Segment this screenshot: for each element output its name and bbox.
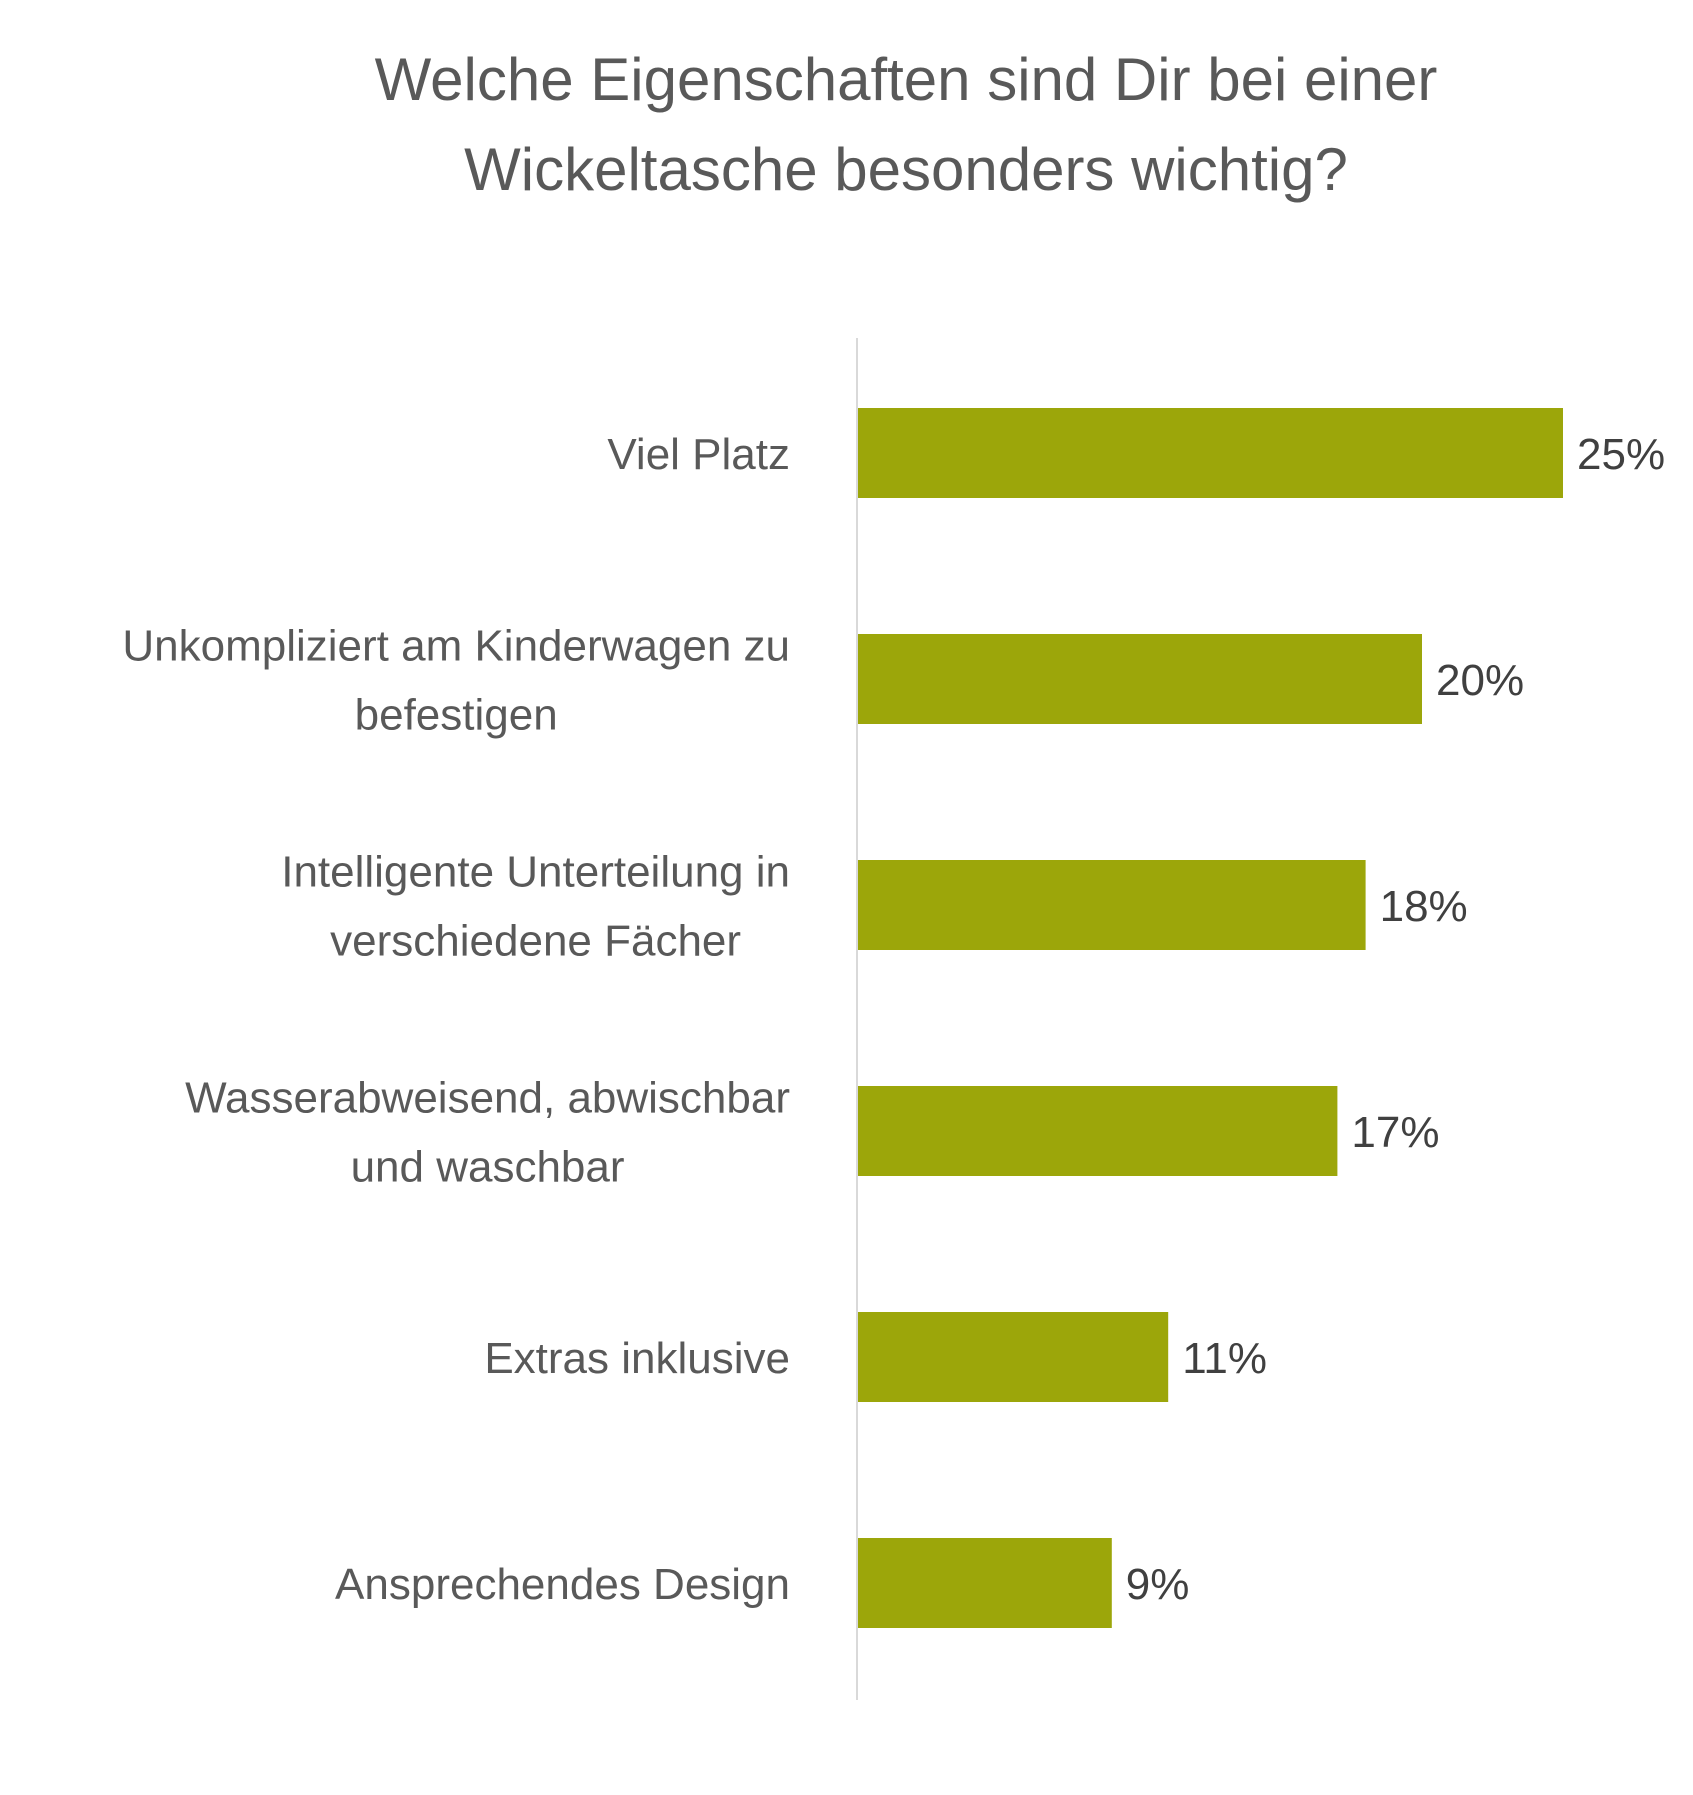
data-label: 17% (1351, 1108, 1439, 1157)
bar (858, 1538, 1112, 1628)
data-label: 9% (1126, 1560, 1190, 1609)
chart-title-line: Welche Eigenschaften sind Dir bei einer (375, 46, 1438, 113)
category-label: Ansprechendes Design (335, 1560, 790, 1609)
bar (858, 860, 1366, 950)
chart-title-line: Wickeltasche besonders wichtig? (464, 136, 1348, 203)
bar (858, 1086, 1338, 1176)
category-label-line: Viel Platz (607, 430, 790, 479)
category-label-line: und waschbar (351, 1143, 625, 1192)
bar (858, 634, 1422, 724)
category-label: Unkompliziert am Kinderwagen zu befestige… (122, 622, 790, 740)
category-label-line: verschiedene Fächer (330, 917, 741, 966)
category-label-line: Ansprechendes Design (335, 1560, 790, 1609)
data-label: 25% (1577, 430, 1665, 479)
category-label-line: Extras inklusive (484, 1334, 790, 1383)
data-label: 11% (1182, 1334, 1267, 1383)
category-label-line: Intelligente Unterteilung in (281, 848, 790, 897)
category-labels: Viel Platz Unkompliziert am Kinderwagen z… (122, 430, 790, 1609)
bar (858, 1312, 1169, 1402)
category-label-line: Unkompliziert am Kinderwagen zu (122, 622, 790, 671)
category-label: Viel Platz (607, 430, 790, 479)
value-labels: 25% 20% 18% 17% 11% 9% (1126, 430, 1665, 1609)
data-label: 20% (1436, 656, 1524, 705)
category-label: Wasserabweisend, abwischbar und waschbar (185, 1074, 790, 1192)
bar (858, 408, 1563, 498)
category-label-line: Wasserabweisend, abwischbar (185, 1074, 790, 1123)
category-label-line: befestigen (355, 691, 558, 740)
data-label: 18% (1380, 882, 1468, 931)
category-label: Intelligente Unterteilung in verschiedene… (281, 848, 790, 966)
category-label: Extras inklusive (484, 1334, 790, 1383)
chart-title: Welche Eigenschaften sind Dir bei einer W… (375, 46, 1438, 203)
bars (858, 408, 1563, 1628)
